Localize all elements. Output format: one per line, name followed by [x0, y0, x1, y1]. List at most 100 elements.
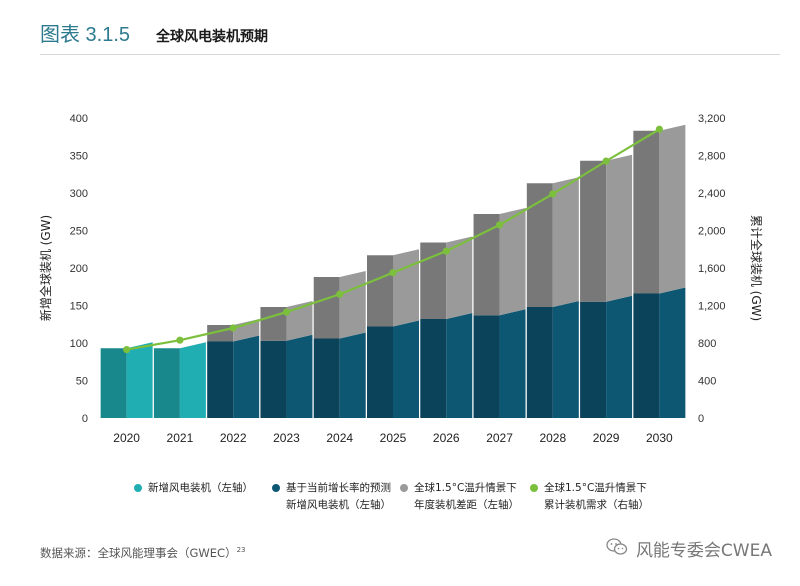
bar-face-right [552, 301, 579, 418]
bar-face-left [100, 348, 127, 418]
cumulative-point [602, 157, 610, 165]
legend-item-cumulative: 全球1.5°C温升情景下 累计装机需求（右轴） [530, 480, 649, 514]
legend-swatch-gap [400, 484, 408, 492]
bar-face-right [606, 154, 633, 302]
bar-face-left [420, 319, 447, 418]
bar-face-left [526, 183, 553, 307]
watermark: 风能专委会CWEA [606, 536, 772, 561]
y-right-tick-label: 0 [698, 413, 704, 425]
bar-face-right [393, 320, 419, 418]
bar-face-right [606, 295, 633, 418]
cumulative-point [442, 247, 450, 255]
legend-label: 年度装机差距（左轴） [414, 499, 519, 511]
cumulative-point [282, 308, 291, 316]
bar-face-left [260, 307, 287, 341]
legend-label: 全球1.5°C温升情景下 [544, 482, 647, 494]
y-right-tick-label: 2,000 [698, 226, 726, 238]
y-tick-label: 150 [70, 301, 88, 313]
x-tick-label: 2024 [326, 431, 353, 445]
cumulative-point [549, 190, 557, 198]
cumulative-point [495, 221, 504, 229]
y-tick-label: 50 [76, 376, 88, 388]
data-source: 数据来源：全球风能理事会（GWEC）23 [40, 545, 246, 561]
y-tick-label: 200 [70, 263, 88, 275]
y-right-tick-label: 2,800 [698, 151, 726, 163]
figure-label: 图表 3.1.5 [40, 24, 131, 46]
bar-face-left [580, 301, 607, 418]
chart-canvas: 400 350 300 250 200 150 100 50 0 3,200 2,800 2,400 2… [38, 113, 764, 445]
bar-face-left [580, 160, 607, 302]
y-tick-label: 300 [70, 188, 88, 200]
x-tick-label: 2020 [113, 431, 140, 445]
legend-label: 新增风电装机（左轴） [148, 482, 253, 494]
legend-swatch-forecast [272, 484, 280, 492]
x-tick-label: 2028 [539, 431, 566, 445]
bar-face-left [526, 307, 553, 418]
x-tick-label: 2027 [486, 431, 513, 445]
legend-item-new: 新增风电装机（左轴） [134, 480, 253, 497]
bar-face-left [313, 338, 340, 418]
y-right-tick-label: 2,400 [698, 188, 726, 200]
legend-swatch-new [134, 484, 142, 492]
figure-header: 图表 3.1.5 全球风电装机预期 [40, 18, 268, 48]
bar-face-right [233, 335, 260, 418]
y-tick-label: 100 [70, 338, 88, 350]
y-right-tick-label: 1,600 [698, 263, 726, 275]
bar-face-right [233, 319, 260, 342]
bar-face-right [286, 334, 313, 418]
bar-face-right [446, 313, 473, 418]
y-tick-label: 0 [82, 413, 88, 425]
bar-face-left [367, 255, 393, 327]
legend-label: 累计装机需求（右轴） [544, 499, 649, 511]
bar-face-right [659, 124, 686, 294]
cumulative-point [123, 345, 131, 354]
legend-label: 全球1.5°C温升情景下 [414, 482, 517, 494]
chart-legend: 新增风电装机（左轴） 基于当前增长率的预测 新增风电装机（左轴） 全球1.5°C… [134, 480, 708, 524]
header-divider [40, 54, 780, 55]
bar-face-right [446, 236, 473, 319]
bar-face-right [499, 208, 526, 316]
legend-label: 新增风电装机（左轴） [286, 499, 391, 511]
bar-face-left [313, 277, 340, 339]
legend-item-forecast: 基于当前增长率的预测 新增风电装机（左轴） [272, 480, 391, 514]
bar-face-right [393, 249, 419, 327]
y-axis-title: 新增全球装机 (GW) [38, 215, 53, 321]
x-tick-label: 2030 [646, 431, 673, 445]
y-right-tick-label: 1,200 [698, 301, 726, 313]
bar-face-right [339, 332, 366, 418]
bar-face-left [633, 293, 660, 418]
x-tick-label: 2029 [593, 431, 620, 445]
y-right-axis-title: 累计全球装机 (GW) [749, 215, 764, 321]
bar-face-left [420, 242, 447, 319]
x-tick-label: 2025 [380, 431, 407, 445]
bar-face-right [126, 342, 153, 418]
bar-face-left [260, 340, 287, 418]
legend-label: 基于当前增长率的预测 [286, 482, 391, 494]
bar-face-right [499, 309, 526, 418]
y-tick-label: 400 [70, 113, 88, 125]
bar-face-right [339, 271, 366, 339]
x-tick-label: 2023 [273, 431, 300, 445]
x-tick-label: 2021 [167, 431, 194, 445]
bar-face-right [552, 177, 579, 307]
bar-face-right [179, 342, 206, 418]
cumulative-point [655, 125, 663, 133]
cumulative-point [389, 269, 397, 277]
bar-face-right [659, 287, 686, 418]
y-tick-label: 350 [70, 151, 88, 163]
bar-face-left [207, 341, 234, 418]
bar-face-left [153, 348, 180, 418]
y-tick-label: 250 [70, 226, 88, 238]
bar-face-left [473, 214, 500, 316]
source-text: 数据来源：全球风能理事会（GWEC） [40, 546, 237, 560]
legend-swatch-cumulative [530, 484, 538, 492]
watermark-text: 风能专委会CWEA [635, 541, 772, 561]
x-tick-label: 2026 [433, 431, 460, 445]
cumulative-point [229, 324, 237, 332]
wechat-icon [606, 537, 628, 560]
cumulative-point [176, 336, 184, 344]
bar-face-left [367, 326, 393, 418]
bar-face-left [473, 315, 500, 418]
x-tick-label: 2022 [220, 431, 247, 445]
chart-title: 全球风电装机预期 [156, 29, 269, 45]
